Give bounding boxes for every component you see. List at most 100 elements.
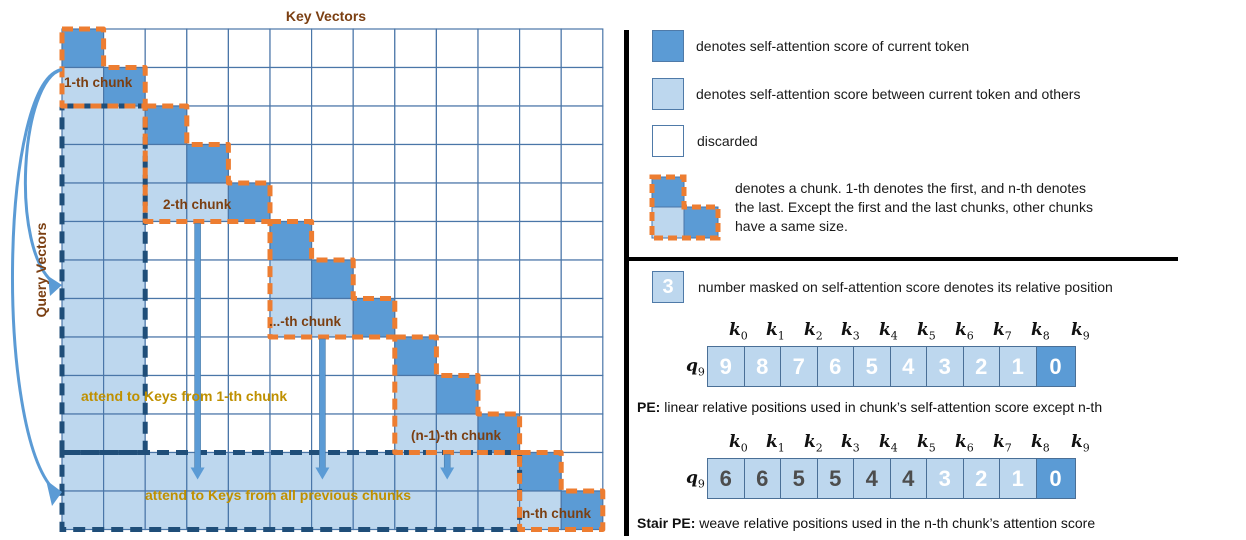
matrix-cell	[144, 413, 188, 454]
relative-position-cell: 1	[999, 346, 1037, 387]
matrix-cell	[394, 220, 437, 261]
matrix-cell	[269, 182, 313, 223]
matrix-cell	[102, 143, 146, 184]
relative-position-cell: 9	[707, 346, 745, 387]
relative-position-cell: 8	[743, 346, 781, 387]
attention-matrix-diagram: Key Vectors Query Vectors 1-th chunk 2-th c…	[10, 8, 606, 532]
key-vectors-label: Key Vectors	[286, 8, 366, 24]
matrix-cell	[311, 374, 354, 415]
matrix-cell	[394, 336, 437, 377]
matrix-cell	[311, 143, 354, 184]
matrix-cell	[518, 28, 562, 69]
matrix-cell	[394, 182, 437, 223]
matrix-cell	[477, 336, 521, 377]
matrix-cell	[518, 374, 562, 415]
relative-position-cell: 2	[962, 458, 1000, 499]
matrix-cell	[227, 413, 271, 454]
matrix-cell	[144, 336, 188, 377]
matrix-cell	[518, 143, 562, 184]
matrix-cell	[269, 336, 313, 377]
key-label-k8: k8	[1031, 320, 1050, 343]
key-label-k3: k3	[841, 320, 860, 343]
matrix-cell	[227, 28, 271, 69]
matrix-cell	[61, 336, 105, 377]
matrix-cell	[477, 66, 521, 107]
matrix-cell	[352, 336, 396, 377]
matrix-cell	[61, 259, 105, 300]
key-label-k0: k0	[729, 432, 748, 455]
relative-position-cell: 5	[780, 458, 818, 499]
matrix-cell	[560, 105, 604, 146]
matrix-cell	[269, 413, 313, 454]
legend-number-example: 3	[652, 271, 684, 303]
pe-table-1-query-label: q9	[686, 356, 705, 379]
matrix-cell	[352, 182, 396, 223]
matrix-cell	[144, 220, 188, 261]
matrix-cell	[61, 182, 105, 223]
matrix-cell	[102, 28, 146, 69]
key-label-k1: k1	[766, 320, 785, 343]
legend-chunk-line-1: denotes a chunk. 1-th denotes the first,…	[735, 180, 1087, 196]
relative-position-cell: 4	[889, 458, 927, 499]
key-label-k7: k7	[993, 320, 1012, 343]
key-label-k6: k6	[955, 432, 974, 455]
matrix-cell	[352, 28, 396, 69]
matrix-cell	[144, 28, 188, 69]
matrix-cell	[477, 105, 521, 146]
matrix-cell	[186, 259, 230, 300]
relative-position-cell: 1	[999, 458, 1037, 499]
matrix-cell	[352, 66, 396, 107]
matrix-cell	[311, 336, 354, 377]
matrix-cell	[518, 336, 562, 377]
down-arrow-2	[319, 338, 326, 470]
query-vectors-label: Query Vectors	[33, 222, 49, 317]
chunk-border-2	[142, 103, 273, 224]
chunk-label-1: 1-th chunk	[64, 75, 133, 90]
matrix-cell	[352, 105, 396, 146]
down-arrow-3	[443, 454, 451, 470]
matrix-cell	[435, 451, 479, 492]
legend-swatch-others	[652, 78, 684, 110]
pe-table-2-caption: Stair PE: weave relative positions used …	[637, 515, 1096, 531]
relative-position-cell: 4	[853, 458, 891, 499]
matrix-cell	[269, 105, 313, 146]
matrix-cell	[144, 297, 188, 338]
matrix-cell	[227, 182, 271, 223]
matrix-cell	[435, 28, 479, 69]
key-label-k9: k9	[1071, 320, 1090, 343]
matrix-cell	[518, 259, 562, 300]
matrix-cell	[144, 490, 188, 531]
down-arrow-head-1	[190, 467, 205, 480]
key-label-k3: k3	[841, 432, 860, 455]
matrix-cell	[477, 220, 521, 261]
matrix-cell	[435, 413, 479, 454]
matrix-cell	[102, 259, 146, 300]
matrix-cell	[186, 490, 230, 531]
matrix-cell	[227, 220, 271, 261]
matrix-cell	[560, 374, 604, 415]
chunk-label-4: (n-1)-th chunk	[411, 428, 501, 443]
matrix-cell	[144, 451, 188, 492]
matrix-cell	[311, 490, 354, 531]
matrix-cell	[394, 451, 437, 492]
matrix-cell	[394, 143, 437, 184]
matrix-cell	[477, 490, 521, 531]
relative-position-cell: 3	[926, 346, 964, 387]
chunk-border-3	[267, 219, 398, 340]
matrix-cell	[435, 182, 479, 223]
key-label-k5: k5	[917, 432, 936, 455]
matrix-cell	[518, 220, 562, 261]
matrix-cell	[394, 66, 437, 107]
matrix-cell	[352, 490, 396, 531]
curved-arrow-head-2	[46, 480, 62, 506]
matrix-cell	[186, 66, 230, 107]
relative-position-cell: 4	[889, 346, 927, 387]
key-label-k9: k9	[1071, 432, 1090, 455]
key-label-k4: k4	[879, 320, 898, 343]
relative-position-cell: 3	[926, 458, 964, 499]
key-label-k1: k1	[766, 432, 785, 455]
relative-position-cell: 6	[816, 346, 854, 387]
matrix-cell	[477, 451, 521, 492]
matrix-cell	[61, 220, 105, 261]
